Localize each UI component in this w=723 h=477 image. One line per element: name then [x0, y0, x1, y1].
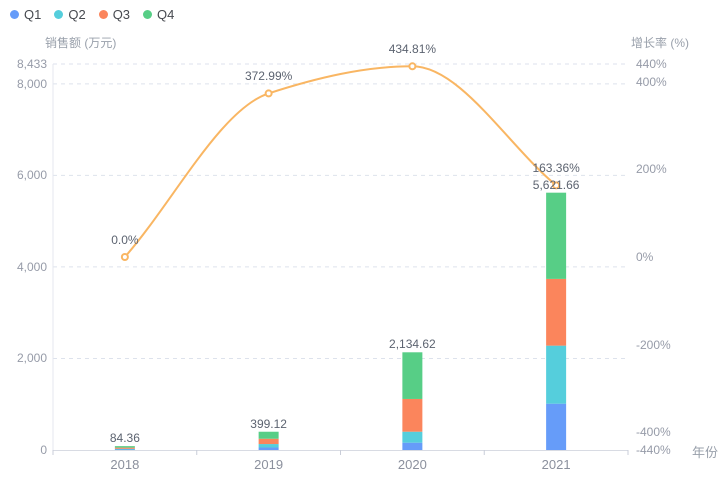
- bar-q1-2019[interactable]: [258, 447, 279, 450]
- bar-q3-2020[interactable]: [402, 398, 423, 432]
- legend-label: Q2: [68, 7, 86, 22]
- bar-q4-2019[interactable]: [258, 431, 279, 439]
- bar-q1-2020[interactable]: [402, 442, 423, 450]
- left-axis-title: 销售额 (万元): [45, 36, 117, 50]
- x-axis-title: 年份: [691, 445, 718, 460]
- bar-q2-2018[interactable]: [114, 448, 135, 450]
- x-axis-label-2021: 2021: [541, 457, 571, 472]
- line-marker-2021[interactable]: [552, 181, 561, 190]
- left-axis-tick-label: 6,000: [16, 168, 47, 183]
- legend-label: Q3: [112, 7, 131, 22]
- bar-total-label-2018: 84.36: [109, 431, 140, 446]
- right-axis-tick-label: -200%: [636, 337, 671, 352]
- left-axis-tick-label: 4,000: [16, 259, 47, 274]
- bar-q1-2018[interactable]: [114, 449, 135, 450]
- line-marker-2019[interactable]: [264, 89, 273, 98]
- bar-total-label-2019: 399.12: [250, 416, 287, 431]
- bar-q3-2018[interactable]: [114, 447, 135, 449]
- left-axis-tick-label: 2,000: [16, 351, 47, 366]
- bar-q2-2021[interactable]: [546, 345, 567, 404]
- bar-q4-2018[interactable]: [114, 446, 135, 448]
- legend-marker-q4-icon: [143, 10, 153, 19]
- bar-q4-2020[interactable]: [402, 352, 423, 399]
- legend-item-q2[interactable]: Q2: [54, 7, 86, 22]
- right-axis-title: 增长率 (%): [631, 36, 689, 50]
- legend-label: Q4: [157, 7, 175, 22]
- bar-q2-2019[interactable]: [258, 444, 279, 448]
- legend-label: Q1: [24, 7, 42, 22]
- growth-label-2019: 372.99%: [244, 69, 293, 84]
- growth-rate-line: [124, 65, 557, 258]
- line-marker-2020[interactable]: [408, 62, 417, 71]
- bar-q1-2021[interactable]: [546, 403, 567, 450]
- left-axis-tick-label: 8,433: [16, 57, 47, 71]
- bar-q3-2021[interactable]: [546, 278, 567, 346]
- bar-q2-2020[interactable]: [402, 431, 423, 443]
- legend-item-q1[interactable]: Q1: [10, 7, 41, 22]
- right-axis-tick-label: 0%: [636, 250, 654, 264]
- legend-marker-q2-icon: [54, 10, 64, 19]
- right-axis-tick-label: 440%: [636, 57, 667, 71]
- legend-item-q4[interactable]: Q4: [143, 7, 174, 22]
- right-axis-tick-label: 200%: [636, 162, 667, 177]
- bar-q3-2019[interactable]: [258, 438, 279, 445]
- left-axis-tick-label: 8,000: [16, 76, 47, 91]
- bar-total-label-2021: 5,621.66: [532, 177, 580, 192]
- legend-marker-q1-icon: [10, 10, 19, 19]
- legend: Q1 Q2 Q3 Q4: [10, 7, 174, 22]
- growth-label-2020: 434.81%: [388, 42, 437, 57]
- growth-label-2018: 0.0%: [111, 233, 139, 247]
- legend-item-q3[interactable]: Q3: [98, 7, 131, 22]
- left-axis-tick-label: 0: [40, 443, 47, 457]
- line-marker-2018[interactable]: [120, 253, 129, 261]
- right-axis-tick-label: -440%: [636, 443, 671, 457]
- legend-marker-q3-icon: [98, 10, 108, 19]
- bar-q4-2021[interactable]: [546, 192, 567, 279]
- right-axis-tick-label: -400%: [636, 425, 671, 440]
- bar-total-label-2020: 2,134.62: [389, 337, 436, 352]
- right-axis-tick-label: 400%: [636, 74, 667, 89]
- x-axis-label-2019: 2019: [254, 457, 284, 472]
- x-axis-label-2018: 2018: [110, 457, 140, 472]
- growth-label-2021: 163.36%: [532, 161, 580, 176]
- x-axis-label-2020: 2020: [397, 457, 427, 472]
